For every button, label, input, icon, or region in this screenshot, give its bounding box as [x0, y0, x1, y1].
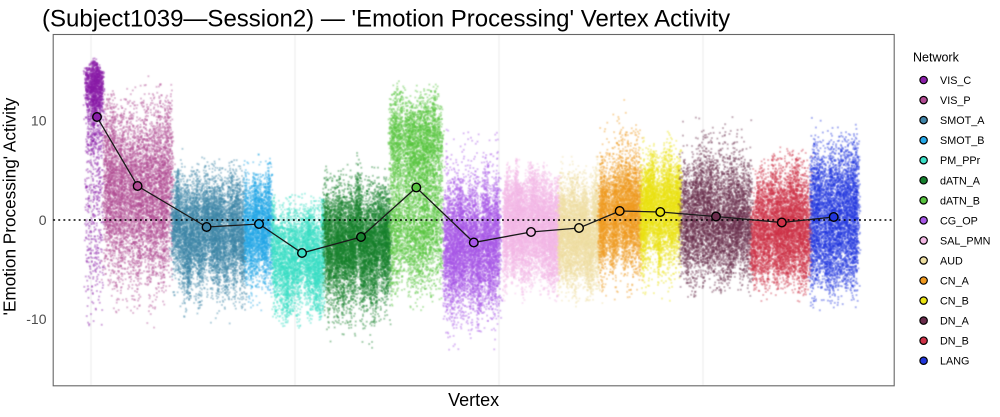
- svg-text:-10: -10: [26, 311, 46, 327]
- svg-text:VIS_P: VIS_P: [940, 95, 971, 107]
- svg-text:Vertex: Vertex: [448, 390, 499, 410]
- svg-text:SAL_PMN: SAL_PMN: [940, 235, 990, 247]
- svg-text:LANG: LANG: [940, 356, 969, 368]
- svg-text:dATN_B: dATN_B: [940, 195, 980, 207]
- svg-text:10: 10: [31, 113, 47, 129]
- svg-text:CN_A: CN_A: [940, 276, 970, 288]
- svg-text:PM_PPr: PM_PPr: [940, 155, 981, 167]
- svg-text:SMOT_A: SMOT_A: [940, 115, 985, 127]
- svg-text:DN_B: DN_B: [940, 336, 969, 348]
- svg-text:VIS_C: VIS_C: [940, 75, 971, 87]
- svg-text:DN_A: DN_A: [940, 316, 970, 328]
- svg-text:CN_B: CN_B: [940, 296, 969, 308]
- svg-text:AUD: AUD: [940, 255, 963, 267]
- svg-text:Network: Network: [913, 51, 960, 65]
- svg-text:'Emotion Processing' Activity: 'Emotion Processing' Activity: [0, 97, 20, 315]
- svg-text:CG_OP: CG_OP: [940, 215, 978, 227]
- svg-text:(Subject1039—Session2) — 'Emot: (Subject1039—Session2) — 'Emotion Proces…: [42, 6, 730, 33]
- svg-text:dATN_A: dATN_A: [940, 175, 981, 187]
- svg-text:SMOT_B: SMOT_B: [940, 135, 984, 147]
- svg-text:0: 0: [39, 212, 47, 228]
